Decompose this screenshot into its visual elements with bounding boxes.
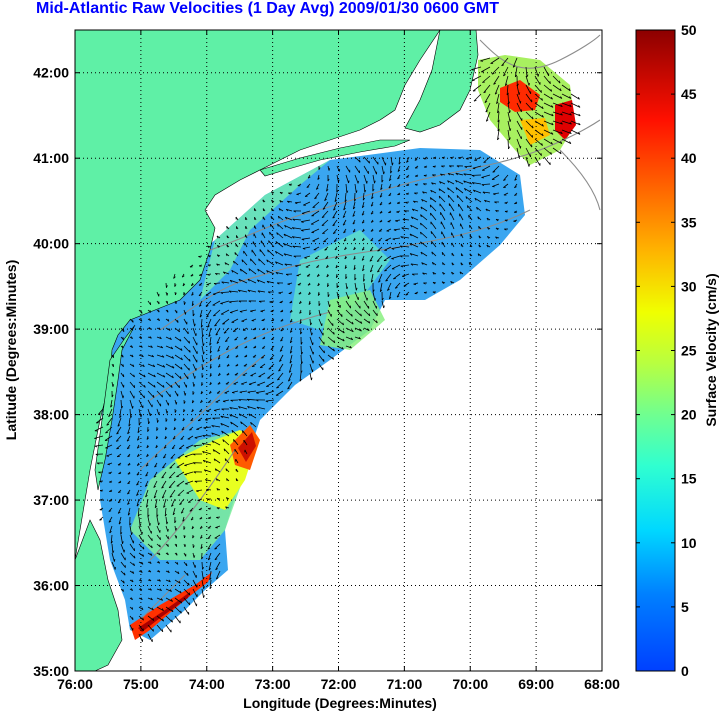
y-tick-label: 42:00 <box>33 65 69 81</box>
colorbar-tick-label: 50 <box>681 22 697 38</box>
x-tick-label: 74:00 <box>189 676 225 692</box>
colorbar <box>636 30 675 671</box>
x-tick-label: 73:00 <box>255 676 291 692</box>
colorbar-tick-label: 15 <box>681 471 697 487</box>
colorbar-tick-label: 30 <box>681 278 697 294</box>
y-tick-label: 36:00 <box>33 578 69 594</box>
y-tick-label: 35:00 <box>33 663 69 679</box>
y-axis-label: Latitude (Degrees:Minutes) <box>3 260 19 440</box>
x-tick-label: 71:00 <box>386 676 422 692</box>
y-tick-label: 37:00 <box>33 492 69 508</box>
y-tick-label: 41:00 <box>33 150 69 166</box>
x-tick-label: 75:00 <box>123 676 159 692</box>
map-title: Mid-Atlantic Raw Velocities (1 Day Avg) … <box>0 0 724 22</box>
colorbar-tick-label: 45 <box>681 86 697 102</box>
colorbar-tick-label: 5 <box>681 599 689 615</box>
colorbar-tick-label: 40 <box>681 150 697 166</box>
x-tick-label: 72:00 <box>321 676 357 692</box>
x-tick-label: 68:00 <box>584 676 620 692</box>
colorbar-tick-label: 10 <box>681 535 697 551</box>
x-axis-label: Longitude (Degrees:Minutes) <box>243 695 437 711</box>
colorbar-label: Surface Velocity (cm/s) <box>703 273 719 426</box>
colorbar-tick-label: 0 <box>681 663 689 679</box>
colorbar-tick-label: 25 <box>681 343 697 359</box>
y-tick-label: 38:00 <box>33 407 69 423</box>
colorbar-tick-label: 20 <box>681 407 697 423</box>
colorbar-tick-label: 35 <box>681 214 697 230</box>
x-tick-label: 69:00 <box>518 676 554 692</box>
y-tick-label: 40:00 <box>33 236 69 252</box>
x-tick-label: 70:00 <box>452 676 488 692</box>
y-tick-label: 39:00 <box>33 321 69 337</box>
